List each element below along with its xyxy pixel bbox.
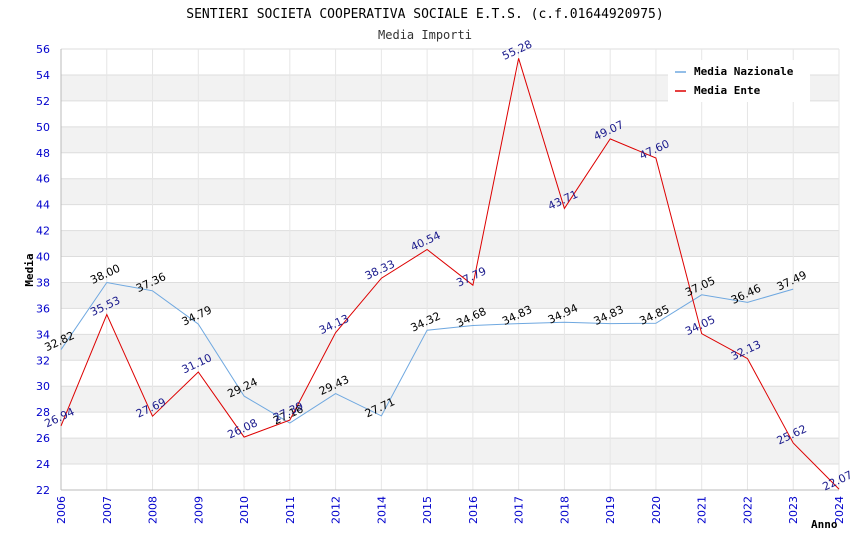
x-tick-label: 2017: [513, 496, 526, 524]
y-tick-label: 56: [36, 43, 50, 56]
y-tick-label: 22: [36, 484, 50, 497]
y-tick-label: 40: [36, 251, 50, 264]
data-label: 34.13: [317, 312, 351, 337]
data-label: 55.28: [500, 38, 534, 63]
grid-band: [61, 126, 839, 153]
chart-subtitle: Media Importi: [378, 28, 472, 42]
x-tick-label: 2023: [787, 496, 800, 524]
grid-band: [61, 230, 839, 257]
x-tick-label: 2024: [833, 496, 846, 524]
x-tick-label: 2012: [330, 496, 343, 524]
series-line-media-nazionale: [60, 281, 794, 424]
x-tick-label: 2019: [604, 496, 617, 524]
x-tick-label: 2007: [101, 496, 114, 524]
x-tick-label: 2006: [55, 496, 68, 524]
grid-band: [61, 178, 839, 205]
data-label: 34.32: [409, 309, 443, 334]
y-tick-label: 26: [36, 432, 50, 445]
y-tick-label: 30: [36, 380, 50, 393]
x-axis-ticks: 2006 2007 2008 2009 2010 2011 2012 2014 2015 2016…: [55, 496, 846, 524]
grid-band: [61, 334, 839, 361]
x-axis-label: Anno: [811, 518, 838, 531]
y-tick-label: 28: [36, 406, 50, 419]
grid-band: [61, 438, 839, 465]
data-label: 38.33: [363, 257, 397, 282]
series-line-media-ente: [60, 58, 840, 490]
legend-label-media-nazionale: Media Nazionale: [694, 65, 794, 78]
grid-band: [61, 282, 839, 309]
y-tick-label: 38: [36, 276, 50, 289]
x-tick-label: 2014: [375, 496, 388, 524]
x-tick-label: 2021: [696, 496, 709, 524]
y-tick-label: 46: [36, 173, 50, 186]
x-tick-label: 2008: [147, 496, 160, 524]
y-tick-label: 24: [36, 458, 50, 471]
plot-background: [60, 48, 840, 491]
y-axis-ticks: 22 24 26 28 30 32 34 36 38 40 42 44 46 48 50 52 54 56: [36, 43, 50, 497]
legend-label-media-ente: Media Ente: [694, 84, 761, 97]
legend: Media Nazionale Media Ente: [668, 60, 810, 102]
chart-title: SENTIERI SOCIETA COOPERATIVA SOCIALE E.T…: [186, 7, 663, 22]
x-tick-label: 2009: [192, 496, 205, 524]
y-tick-label: 54: [36, 69, 50, 82]
x-tick-label: 2018: [558, 496, 571, 524]
y-tick-label: 52: [36, 95, 50, 108]
y-tick-label: 34: [36, 328, 50, 341]
x-tick-label: 2022: [741, 496, 754, 524]
x-tick-label: 2010: [238, 496, 251, 524]
x-tick-label: 2016: [467, 496, 480, 524]
y-tick-label: 50: [36, 121, 50, 134]
y-tick-label: 36: [36, 302, 50, 315]
x-tick-label: 2020: [650, 496, 663, 524]
y-axis-label: Media: [23, 253, 36, 286]
y-tick-label: 48: [36, 147, 50, 160]
grid-band: [61, 386, 839, 413]
x-tick-label: 2015: [421, 496, 434, 524]
y-tick-label: 42: [36, 225, 50, 238]
legend-box: [668, 60, 810, 102]
y-tick-label: 44: [36, 199, 50, 212]
x-tick-label: 2011: [284, 496, 297, 524]
y-tick-label: 32: [36, 354, 50, 367]
series-lines: [60, 58, 840, 490]
